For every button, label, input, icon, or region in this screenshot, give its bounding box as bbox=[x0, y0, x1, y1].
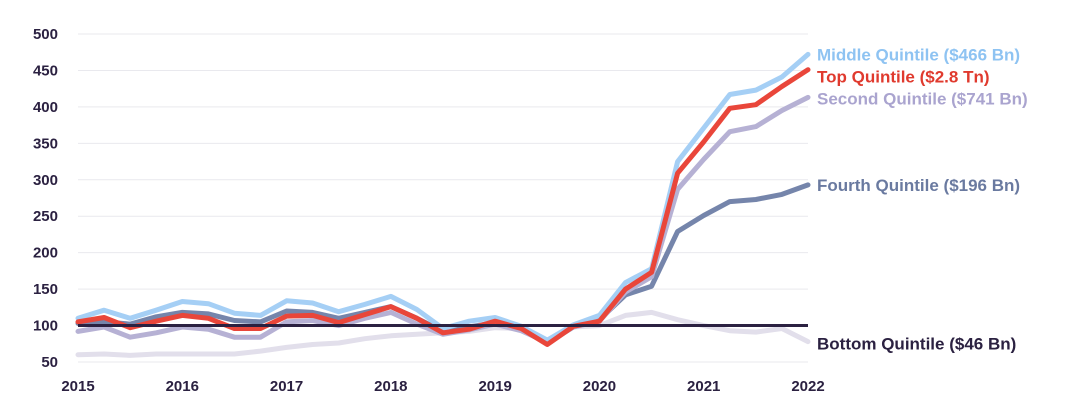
series-label-fourth-quintile-196-bn: Fourth Quintile ($196 Bn) bbox=[817, 176, 1020, 195]
x-axis: 2015 2016 2017 2018 2019 2020 2021 2022 bbox=[61, 378, 824, 395]
series-line-fourth-quintile-196-bn bbox=[75, 182, 811, 346]
y-tick-label-250: 250 bbox=[33, 208, 58, 225]
series-line-top-quintile-2-8-tn bbox=[75, 67, 811, 347]
x-tick-label-2015: 2015 bbox=[61, 378, 94, 395]
series-label-middle-quintile-466-bn: Middle Quintile ($466 Bn) bbox=[817, 45, 1020, 64]
y-tick-label-100: 100 bbox=[33, 318, 58, 335]
x-tick-label-2019: 2019 bbox=[478, 378, 511, 395]
series-line-middle-quintile-466-bn bbox=[75, 51, 811, 343]
y-tick-label-300: 300 bbox=[33, 172, 58, 189]
y-tick-label-50: 50 bbox=[41, 354, 58, 371]
x-tick-label-2017: 2017 bbox=[270, 378, 303, 395]
y-tick-label-200: 200 bbox=[33, 245, 58, 262]
series-lines bbox=[75, 51, 811, 358]
series-labels: Middle Quintile ($466 Bn) Top Quintile ($… bbox=[817, 45, 1028, 353]
x-tick-label-2021: 2021 bbox=[687, 378, 720, 395]
y-axis: 50 100 150 200 250 300 350 400 450 500 bbox=[33, 26, 58, 371]
y-tick-label-150: 150 bbox=[33, 281, 58, 298]
y-tick-label-400: 400 bbox=[33, 99, 58, 116]
x-tick-label-2016: 2016 bbox=[166, 378, 199, 395]
x-tick-label-2022: 2022 bbox=[791, 378, 824, 395]
series-label-bottom-quintile-46-bn: Bottom Quintile ($46 Bn) bbox=[817, 335, 1016, 354]
y-tick-label-350: 350 bbox=[33, 135, 58, 152]
y-tick-label-450: 450 bbox=[33, 62, 58, 79]
y-tick-label-500: 500 bbox=[33, 26, 58, 43]
x-tick-label-2020: 2020 bbox=[583, 378, 616, 395]
series-label-second-quintile-741-bn: Second Quintile ($741 Bn) bbox=[817, 89, 1028, 108]
series-label-top-quintile-2-8-tn: Top Quintile ($2.8 Tn) bbox=[817, 67, 990, 86]
x-tick-label-2018: 2018 bbox=[374, 378, 407, 395]
